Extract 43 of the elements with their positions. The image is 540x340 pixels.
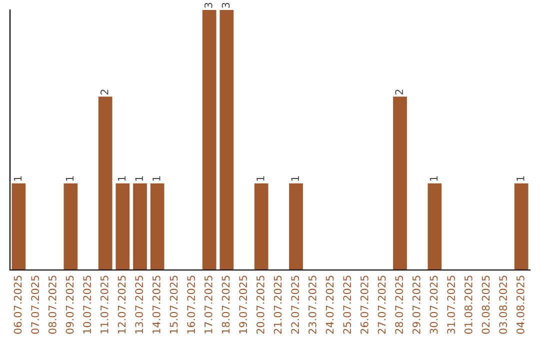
x-tick-label: 13.07.2025 [135, 276, 144, 334]
x-tick-label: 09.07.2025 [66, 276, 74, 334]
data-label: 3 [222, 2, 230, 8]
data-label: 1 [516, 176, 524, 181]
x-tick-label: 27.07.2025 [378, 276, 386, 334]
x-tick-label: 25.07.2025 [343, 276, 352, 334]
x-tick-label: 29.07.2025 [412, 276, 420, 334]
data-label: 1 [152, 176, 160, 181]
x-tick-label: 22.07.2025 [291, 276, 300, 334]
data-label: 1 [66, 176, 74, 181]
x-tick-label: 24.07.2025 [326, 276, 334, 334]
x-tick-label: 28.07.2025 [395, 276, 404, 334]
x-tick-label: 03.08.2025 [499, 276, 508, 334]
x-tick-label: 21.07.2025 [274, 276, 282, 334]
x-tick-label: 30.07.2025 [430, 276, 438, 334]
x-tick-label: 01.08.2025 [464, 276, 472, 334]
x-tick-label: 18.07.2025 [222, 276, 230, 334]
x-tick-label: 04.08.2025 [516, 276, 524, 334]
data-label: 2 [100, 90, 108, 95]
x-tick-label: 15.07.2025 [170, 276, 178, 334]
data-label: 1 [135, 176, 143, 181]
x-tick-label: 10.07.2025 [83, 276, 92, 334]
x-tick-label: 19.07.2025 [239, 276, 248, 334]
x-tick-label: 12.07.2025 [118, 276, 126, 334]
x-tick-label: 08.07.2025 [48, 276, 56, 334]
x-tick-label: 14.07.2025 [152, 276, 160, 334]
x-tick-label: 17.07.2025 [204, 276, 212, 334]
x-tick-label: 16.07.2025 [187, 276, 196, 334]
x-tick-label: 11.07.2025 [100, 276, 108, 334]
x-tick-label: 07.07.2025 [31, 276, 40, 334]
x-tick-label: 31.07.2025 [447, 276, 456, 334]
data-label: 1 [118, 176, 126, 181]
x-tick-label: 23.07.2025 [308, 276, 316, 334]
data-label: 1 [14, 176, 22, 181]
x-tick-label: 26.07.2025 [360, 276, 368, 334]
data-label: 1 [430, 176, 438, 181]
data-label: 2 [395, 90, 403, 95]
x-tick-label: 06.07.2025 [14, 276, 22, 334]
x-tick-label: 02.08.2025 [482, 276, 490, 334]
data-label: 1 [291, 176, 299, 181]
data-label: 1 [256, 176, 264, 181]
data-label: 3 [204, 2, 212, 8]
x-tick-label: 20.07.2025 [256, 276, 264, 334]
